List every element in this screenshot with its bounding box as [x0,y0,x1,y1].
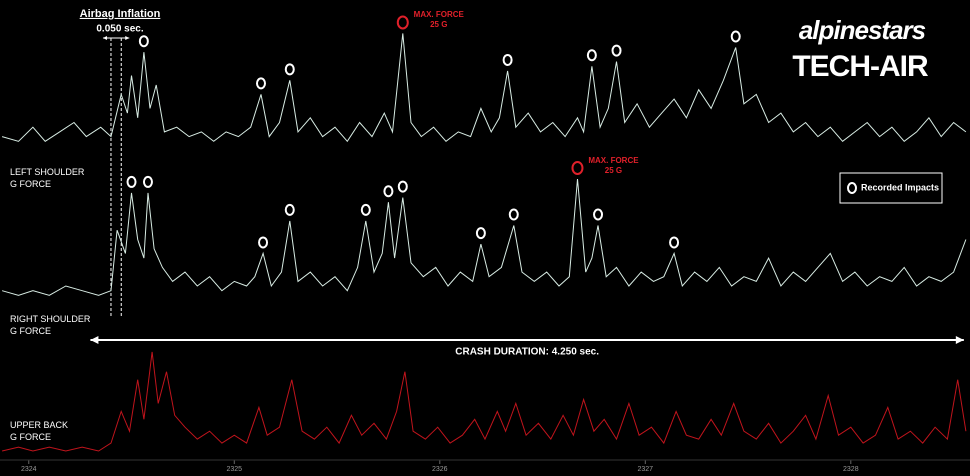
impact [586,49,597,62]
impact [258,236,269,249]
airbag-label: Airbag Inflation [80,8,161,20]
x-tick-label: 2326 [432,466,448,473]
crash-label-bg [447,343,608,359]
logo-brand: alpinestars [799,15,926,45]
max-impact [571,160,584,175]
trace [1,33,967,143]
impact [502,53,513,66]
impact [669,236,680,249]
impact [284,63,295,76]
legend-symbol [847,182,857,194]
impact [138,35,149,48]
impact [360,203,371,216]
impact [383,185,394,198]
impact [508,208,519,221]
airbag-duration: 0.050 sec. [96,24,143,35]
impact [475,227,486,240]
impact [397,180,408,193]
logo-product: TECH-AIR [792,50,929,83]
x-tick-label: 2325 [226,466,242,473]
impact [126,175,137,188]
impact [255,77,266,90]
trace [1,178,967,296]
impact [611,44,622,57]
legend-label: Recorded Impacts [861,182,939,192]
max-force-label: MAX. FORCE 25 G [588,155,639,175]
crash-label: CRASH DURATION: 4.250 sec. [455,347,599,358]
max-force-label: MAX. FORCE 25 G [413,10,464,30]
impact [593,208,604,221]
max-impact [396,15,409,30]
trace [1,351,967,452]
impact [142,175,153,188]
series-label: UPPER BACK G FORCE [10,420,69,442]
impact [284,203,295,216]
series-label: RIGHT SHOULDER G FORCE [10,314,91,336]
x-tick-label: 2324 [21,466,37,473]
series-label: LEFT SHOULDER G FORCE [10,167,85,189]
impact [730,30,741,43]
x-tick-label: 2328 [843,466,859,473]
x-tick-label: 2327 [638,466,654,473]
